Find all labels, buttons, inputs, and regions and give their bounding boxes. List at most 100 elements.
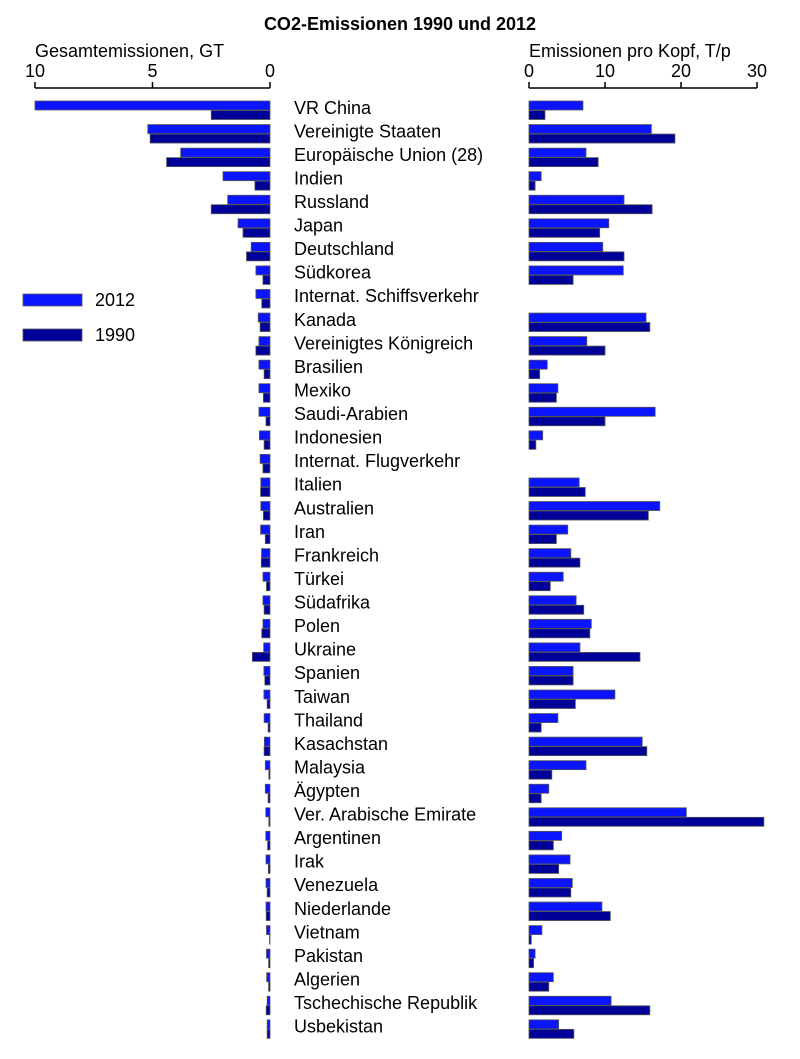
bar bbox=[266, 699, 271, 709]
bar bbox=[227, 194, 271, 205]
bar bbox=[528, 736, 643, 747]
bar bbox=[528, 487, 586, 497]
bar bbox=[149, 133, 271, 144]
bar bbox=[255, 289, 271, 299]
category-label: Italien bbox=[294, 475, 342, 495]
category-label: Russland bbox=[294, 192, 369, 212]
category-label: Iran bbox=[294, 522, 325, 542]
category-label: Argentinen bbox=[294, 828, 381, 848]
bar bbox=[266, 887, 271, 898]
bar bbox=[528, 675, 574, 686]
category-label: Thailand bbox=[294, 710, 363, 730]
category-label: Kasachstan bbox=[294, 734, 388, 754]
bar bbox=[260, 487, 271, 497]
bar bbox=[528, 218, 610, 229]
bar bbox=[265, 911, 271, 921]
bar bbox=[528, 911, 611, 921]
bar bbox=[528, 864, 560, 874]
category-label: Japan bbox=[294, 216, 343, 236]
bar bbox=[528, 392, 557, 403]
bar bbox=[528, 147, 587, 158]
bar bbox=[263, 666, 271, 676]
bar bbox=[263, 510, 271, 521]
bar bbox=[263, 689, 271, 700]
category-label: Tschechische Republik bbox=[294, 993, 478, 1013]
bar bbox=[528, 133, 676, 144]
bar bbox=[251, 651, 271, 662]
x-tick-label: 0 bbox=[265, 61, 275, 81]
bar bbox=[257, 312, 271, 323]
bar bbox=[528, 722, 542, 733]
category-label: Irak bbox=[294, 852, 325, 872]
bar bbox=[266, 995, 271, 1006]
category-label: Ukraine bbox=[294, 640, 356, 660]
bar bbox=[267, 722, 271, 733]
bar bbox=[528, 995, 612, 1006]
bar bbox=[528, 981, 550, 992]
bar bbox=[263, 736, 271, 747]
bar bbox=[265, 854, 271, 865]
bar bbox=[528, 807, 687, 818]
bar bbox=[266, 1019, 271, 1030]
category-label: Australien bbox=[294, 498, 374, 518]
bar bbox=[263, 369, 271, 380]
bar bbox=[263, 642, 271, 653]
legend-label: 1990 bbox=[95, 325, 135, 345]
bar bbox=[528, 369, 541, 380]
category-label: Taiwan bbox=[294, 687, 350, 707]
bar bbox=[266, 1028, 271, 1039]
bar bbox=[250, 241, 271, 252]
bar bbox=[262, 618, 271, 629]
category-label: Südkorea bbox=[294, 263, 372, 283]
bar bbox=[268, 981, 271, 992]
bar bbox=[528, 595, 577, 606]
bar bbox=[210, 204, 271, 215]
bar bbox=[528, 571, 564, 582]
bar bbox=[528, 793, 542, 804]
bar bbox=[528, 901, 603, 912]
bar bbox=[528, 534, 557, 544]
bar bbox=[268, 958, 271, 969]
bar bbox=[255, 345, 271, 356]
bar bbox=[528, 958, 534, 969]
bar bbox=[528, 336, 588, 347]
bar bbox=[528, 760, 587, 771]
category-label: VR China bbox=[294, 98, 372, 118]
bar bbox=[528, 265, 624, 276]
bar bbox=[210, 110, 271, 120]
category-label: Ägypten bbox=[294, 781, 360, 801]
bar bbox=[528, 157, 599, 168]
x-tick-label: 10 bbox=[25, 61, 45, 81]
bar bbox=[528, 887, 572, 898]
bar bbox=[259, 322, 271, 332]
bar bbox=[260, 477, 271, 488]
bar bbox=[528, 251, 625, 262]
bar bbox=[528, 359, 548, 370]
legend-swatch bbox=[22, 293, 83, 307]
bar bbox=[528, 816, 765, 827]
category-label: Ver. Arabische Emirate bbox=[294, 805, 476, 825]
bar bbox=[528, 642, 581, 653]
bar bbox=[528, 501, 661, 511]
bar bbox=[259, 453, 271, 464]
category-label: Südafrika bbox=[294, 593, 371, 613]
category-label: Indonesien bbox=[294, 428, 382, 448]
bar bbox=[264, 760, 271, 771]
bar bbox=[265, 807, 271, 818]
x2-axis-label: Emissionen pro Kopf, T/p bbox=[529, 41, 731, 61]
bar bbox=[528, 322, 651, 332]
bar bbox=[528, 110, 546, 120]
bar bbox=[528, 241, 604, 252]
bar bbox=[528, 510, 649, 521]
bar bbox=[262, 595, 271, 606]
category-label: Deutschland bbox=[294, 239, 394, 259]
bar bbox=[261, 628, 271, 639]
bar bbox=[528, 1005, 651, 1016]
bar bbox=[263, 604, 271, 615]
x-axis-label: Gesamtemissionen, GT bbox=[35, 41, 224, 61]
x-tick-label: 30 bbox=[747, 61, 767, 81]
bar bbox=[265, 1005, 271, 1016]
bar bbox=[242, 227, 271, 238]
category-label: Indien bbox=[294, 168, 343, 188]
category-label: Usbekistan bbox=[294, 1017, 383, 1037]
